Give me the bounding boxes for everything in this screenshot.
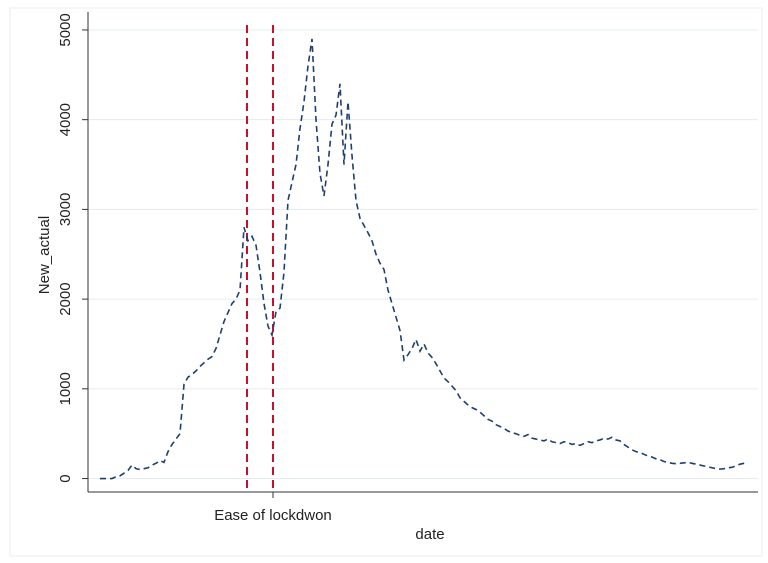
y-tick-label: 5000	[57, 13, 74, 46]
x-axis-label: date	[415, 526, 444, 543]
y-axis-label: New_actual	[36, 216, 53, 294]
y-tick-label: 0	[57, 474, 74, 482]
y-tick-label: 3000	[57, 193, 74, 226]
y-tick-label: 4000	[57, 103, 74, 136]
y-tick-label: 2000	[57, 282, 74, 315]
data-line	[100, 38, 749, 480]
x-tick-label: Ease of lockdwon	[214, 507, 332, 524]
y-tick-label: 1000	[57, 372, 74, 405]
